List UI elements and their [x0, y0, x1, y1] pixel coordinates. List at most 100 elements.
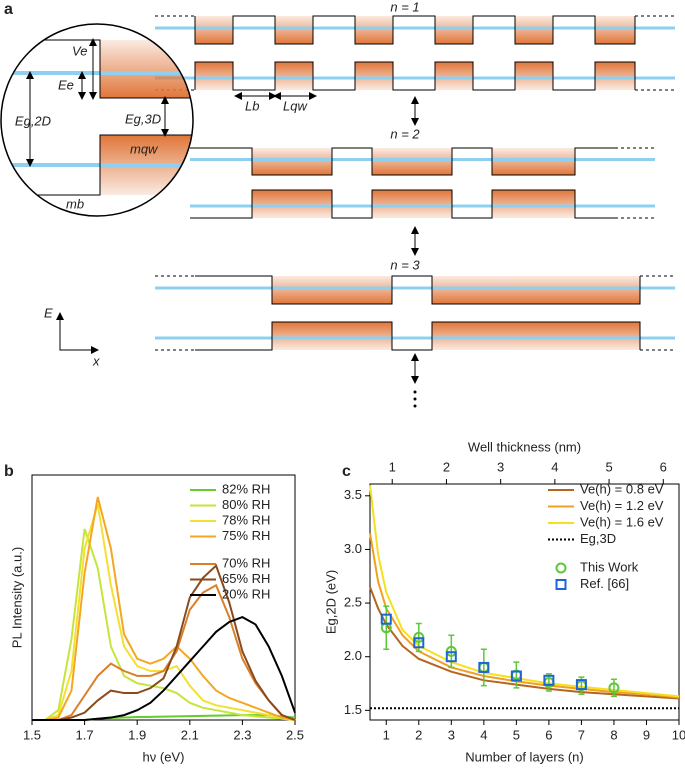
well	[272, 322, 392, 350]
x-tick-label: 2.1	[181, 727, 199, 742]
dot	[413, 390, 417, 394]
panel-label: a	[4, 1, 13, 18]
x2-axis-label: Well thickness (nm)	[468, 439, 581, 454]
error-bar	[480, 648, 487, 687]
error-bar	[610, 678, 617, 698]
x-tick-label: 2.3	[233, 727, 251, 742]
x-tick-label: 7	[578, 727, 585, 742]
label: Ee	[58, 77, 74, 92]
y-axis-label: PL Intensity (a.u.)	[9, 547, 24, 648]
error-bar	[383, 605, 390, 650]
row-label: n = 2	[390, 126, 420, 141]
well	[100, 40, 193, 98]
well	[275, 16, 313, 44]
x2-tick-label: 1	[389, 459, 396, 474]
axes	[56, 312, 99, 354]
x-tick-label: 6	[545, 727, 552, 742]
legend-swatch	[555, 579, 567, 590]
x2-tick-label: 6	[660, 459, 667, 474]
well	[372, 190, 452, 218]
x-tick-label: 1.9	[128, 727, 146, 742]
dot	[413, 397, 417, 401]
band-edge	[195, 275, 641, 305]
point	[380, 613, 392, 625]
x-tick-label: 1	[383, 727, 390, 742]
series-line	[32, 563, 296, 721]
x2-tick-label: 2	[443, 459, 450, 474]
inset-border	[0, 23, 194, 217]
legend-label: 65% RH	[222, 571, 270, 586]
well	[355, 62, 393, 90]
x-tick-label: 2	[415, 727, 422, 742]
y-tick-label: 1.5	[344, 702, 362, 717]
x2-tick-label: 3	[497, 459, 504, 474]
well	[275, 62, 313, 90]
legend-label: Ve(h) = 1.6 eV	[580, 514, 664, 529]
legend-label: 20% RH	[222, 586, 270, 601]
series-line	[369, 533, 680, 699]
y-tick-label: 3.0	[344, 541, 362, 556]
plot-frame	[369, 483, 680, 721]
legend-label: 80% RH	[222, 497, 270, 512]
legend-label: Ref. [66]	[580, 576, 629, 591]
axis-label: E	[44, 305, 53, 320]
well	[252, 148, 332, 175]
x2-tick-label: 4	[551, 459, 558, 474]
band-diagram	[0, 15, 675, 408]
error-bar	[513, 661, 520, 689]
band-edge	[194, 15, 636, 45]
legend-swatch	[555, 562, 567, 574]
x-tick-label: 1.7	[76, 727, 94, 742]
y-tick-label: 2.5	[344, 595, 362, 610]
band-edge	[190, 147, 615, 176]
point	[575, 679, 587, 691]
x-tick-label: 9	[643, 727, 650, 742]
panel-label: c	[342, 463, 351, 480]
label: Eg,3D	[125, 111, 161, 126]
well	[435, 62, 473, 90]
band-edge	[1, 134, 193, 196]
well	[435, 16, 473, 44]
point	[510, 670, 522, 682]
band-edge	[195, 321, 641, 351]
series-line	[32, 496, 296, 721]
band-edge	[194, 61, 636, 91]
band-edge	[1, 39, 193, 99]
point	[478, 661, 490, 673]
legend-label: 75% RH	[222, 528, 270, 543]
legend-label: Eg,3D	[580, 531, 616, 546]
well	[195, 16, 233, 44]
well	[515, 16, 553, 44]
legend-label: This Work	[580, 559, 639, 574]
label: Eg,2D	[15, 113, 51, 128]
x-tick-label: 4	[480, 727, 487, 742]
x-tick-label: 2.5	[286, 727, 304, 742]
x-axis-label: Number of layers (n)	[465, 749, 583, 764]
x-axis-label: hν (eV)	[143, 749, 185, 764]
y-tick-label: 3.5	[344, 487, 362, 502]
well	[515, 62, 553, 90]
label: Lqw	[283, 98, 308, 113]
well	[195, 62, 233, 90]
well	[272, 276, 392, 304]
well	[595, 62, 635, 90]
legend-label: 78% RH	[222, 512, 270, 527]
plot-frame	[31, 474, 296, 721]
series-line	[32, 528, 296, 721]
legend-label: 70% RH	[222, 555, 270, 570]
label: mqw	[130, 141, 159, 156]
well	[252, 190, 332, 218]
axis-label: x	[92, 353, 100, 368]
x-tick-label: 5	[513, 727, 520, 742]
series-line	[32, 616, 296, 721]
y-axis-label: Eg,2D (eV)	[323, 570, 338, 634]
x-tick-label: 3	[448, 727, 455, 742]
x-tick-label: 8	[610, 727, 617, 742]
legend-label: Ve(h) = 1.2 eV	[580, 498, 664, 513]
point	[445, 651, 457, 663]
legend-label: Ve(h) = 0.8 eV	[580, 481, 664, 496]
x-tick-label: 1.5	[23, 727, 41, 742]
well	[432, 276, 640, 304]
well	[595, 16, 635, 44]
